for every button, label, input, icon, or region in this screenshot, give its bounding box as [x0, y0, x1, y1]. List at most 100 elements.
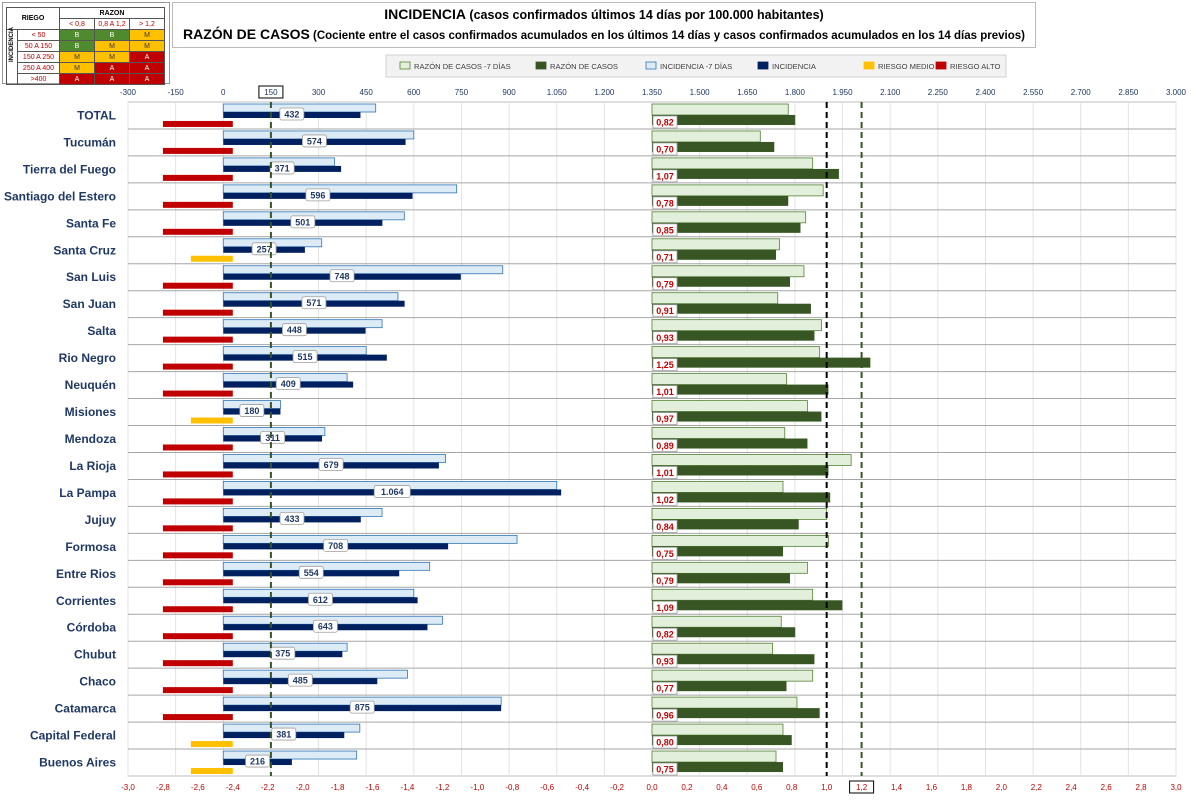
legend-label: INCIDENCIA	[772, 62, 817, 71]
bottom-tick-label: 0,6	[751, 783, 763, 792]
incidencia-label-box	[279, 107, 305, 121]
bottom-tick-label: -0,6	[540, 783, 554, 792]
razon-bar	[652, 627, 796, 638]
razon-prev-bar	[651, 454, 852, 466]
razon-label: 0,79	[656, 576, 674, 586]
razon-label: 1,25	[656, 360, 674, 370]
bottom-tick-label: 0,8	[786, 783, 798, 792]
razon-label-box	[652, 385, 678, 399]
razon-label-box	[652, 142, 678, 156]
razon-label: 0,93	[656, 333, 674, 343]
chart-subtitle-bold: RAZÓN DE CASOS	[183, 26, 310, 42]
razon-bar	[652, 654, 815, 665]
incidencia-label-box	[323, 538, 349, 552]
razon-prev-bar	[651, 319, 822, 332]
razon-bar	[652, 600, 843, 611]
razon-label-box	[652, 223, 678, 237]
chart-subtitle-rest: (Cociente entre el casos confirmados acu…	[309, 30, 1025, 42]
razon-label: 1,09	[656, 603, 674, 613]
riesgo-bar	[190, 417, 233, 424]
riesgo-bar	[162, 282, 233, 289]
legend-label: RIESGO ALTO	[950, 62, 1000, 71]
razon-bar	[652, 141, 775, 152]
incidencia-label-box	[312, 619, 338, 633]
top-tick-label: 900	[502, 88, 516, 97]
category-label: Chubut	[74, 648, 116, 662]
bottom-tick-label: -1,2	[436, 783, 450, 792]
top-tick-label: -300	[120, 88, 137, 97]
razon-bar	[652, 681, 787, 692]
razon-bar	[652, 519, 799, 530]
legend-razon-header: > 1,2	[129, 18, 165, 30]
razon-bar	[652, 195, 789, 206]
bottom-tick-label: -2,0	[296, 783, 310, 792]
razon-prev-bar	[651, 265, 805, 278]
riesgo-bar	[190, 741, 233, 748]
category-label: San Luis	[66, 270, 116, 284]
razon-bar	[652, 735, 792, 746]
razon-label-box	[652, 304, 678, 318]
razon-label-box	[652, 277, 678, 291]
razon-bar	[652, 384, 829, 395]
razon-prev-bar	[651, 507, 828, 520]
legend-swatch	[757, 61, 769, 70]
incidencia-prev-bar	[222, 669, 408, 679]
top-tick-label: 1.650	[737, 88, 758, 97]
bottom-tick-label: 1,6	[926, 783, 938, 792]
razon-label: 0,89	[656, 441, 674, 451]
incidencia-label: 371	[275, 163, 290, 173]
razon-label-box	[652, 573, 678, 587]
incidencia-prev-bar	[222, 750, 358, 760]
riesgo-bar	[162, 147, 233, 154]
top-tick-label: 300	[312, 88, 326, 97]
bottom-tick-label: -1,4	[401, 783, 415, 792]
top-tick-label: 2.400	[975, 88, 996, 97]
legend-swatch	[863, 61, 875, 70]
incidencia-label: 574	[307, 136, 322, 146]
razon-label: 0,71	[656, 252, 674, 262]
razon-bar	[652, 330, 815, 341]
top-tick-label: 150	[264, 88, 278, 97]
razon-prev-bar	[651, 130, 761, 143]
bottom-tick-label: -1,8	[331, 783, 345, 792]
bottom-tick-label: -0,4	[575, 783, 589, 792]
category-label: Formosa	[65, 540, 116, 554]
razon-label: 0,77	[656, 684, 674, 694]
legend-cell: A	[59, 73, 95, 85]
incidencia-label: 748	[335, 271, 350, 281]
razon-label: 0,75	[656, 549, 674, 559]
incidencia-label: 571	[306, 298, 321, 308]
riesgo-bar	[162, 525, 233, 532]
razon-bar	[652, 573, 790, 584]
razon-label: 0,91	[656, 306, 674, 316]
razon-label: 0,79	[656, 279, 674, 289]
razon-label-box	[652, 358, 678, 372]
category-label: Buenos Aires	[39, 756, 116, 770]
top-tick-label: 0	[221, 88, 226, 97]
incidencia-label-box	[308, 592, 333, 606]
category-label: Misiones	[65, 405, 117, 419]
riesgo-bar	[162, 390, 233, 397]
incidencia-label: 501	[295, 217, 310, 227]
bottom-tick-label: 2,0	[996, 783, 1008, 792]
incidencia-label: 448	[287, 325, 302, 335]
incidencia-label-box	[239, 404, 265, 417]
riesgo-bar	[162, 336, 233, 343]
incidencia-label: 708	[328, 541, 343, 551]
razon-bar	[652, 115, 796, 125]
incidencia-label-box	[302, 134, 327, 148]
razon-prev-bar	[651, 588, 814, 601]
top-tick-label: 1.950	[833, 88, 854, 97]
bottom-tick-label: 2,4	[1066, 783, 1078, 792]
category-label: Neuquén	[65, 378, 116, 392]
legend-cell: M	[129, 40, 165, 52]
legend-swatch	[535, 61, 547, 70]
top-tick-label: 2.100	[880, 88, 901, 97]
razon-label-box	[652, 708, 678, 722]
chart-subtitle: RAZÓN DE CASOS (Cociente entre el casos …	[173, 26, 1035, 42]
category-label: Rio Negro	[59, 351, 116, 365]
riesgo-bar	[162, 363, 233, 370]
category-label: TOTAL	[77, 108, 116, 122]
razon-bar	[652, 708, 820, 719]
bottom-tick-label: -2,4	[226, 783, 240, 792]
